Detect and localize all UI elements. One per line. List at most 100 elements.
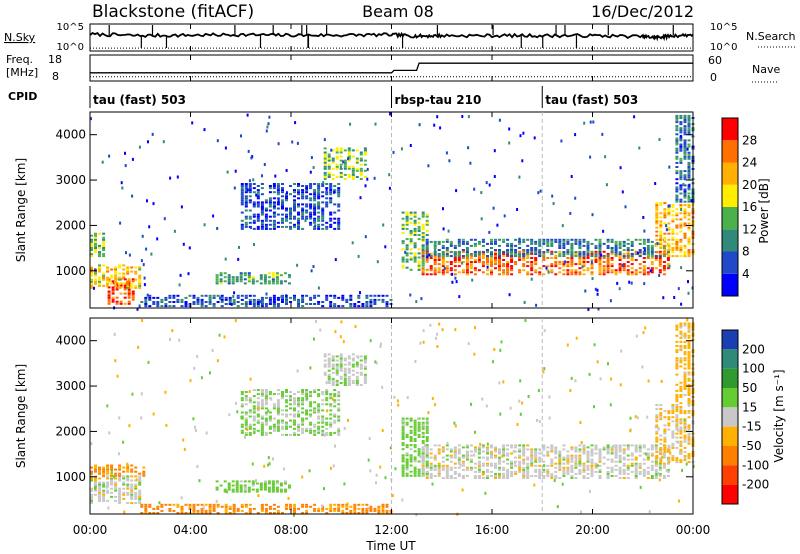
heatmap-cell (405, 213, 409, 216)
heatmap-cell (506, 273, 510, 276)
heatmap-cell (687, 172, 691, 175)
heatmap-cell (570, 257, 574, 259)
heatmap-cell (445, 249, 449, 251)
heatmap-cell (506, 477, 510, 479)
heatmap-cell (437, 452, 441, 455)
heatmap-cell (351, 149, 355, 152)
heatmap-cell (473, 269, 477, 272)
heatmap-cell (586, 253, 590, 256)
heatmap-cell (289, 419, 292, 422)
heatmap-cell (138, 493, 142, 496)
heatmap-cell (337, 225, 341, 228)
heatmap-cell (333, 203, 337, 206)
heatmap-cell (655, 222, 659, 225)
heatmap-cell (683, 387, 687, 390)
heatmap-cell (256, 393, 260, 396)
heatmap-cell (231, 276, 235, 279)
heatmap-cell (251, 480, 255, 483)
heatmap-cell (333, 405, 337, 408)
heatmap-cell (385, 509, 389, 512)
heatmap-cell (671, 416, 675, 419)
heatmap-cell (297, 205, 300, 208)
heatmap-cell (506, 472, 510, 475)
heatmap-cell (574, 196, 577, 200)
heatmap-cell (646, 251, 650, 254)
heatmap-cell (668, 204, 671, 208)
heatmap-cell (687, 242, 691, 245)
heatmap-cell (122, 274, 126, 277)
heatmap-cell (285, 503, 288, 506)
heatmap-cell (590, 255, 594, 258)
heatmap-cell (179, 273, 182, 277)
heatmap-cell (586, 242, 590, 245)
heatmap-cell (90, 244, 93, 247)
heatmap-cell (252, 219, 256, 222)
heatmap-cell (609, 299, 612, 303)
heatmap-cell (105, 485, 108, 489)
heatmap-cell (110, 487, 114, 490)
heatmap-cell (259, 282, 263, 285)
heatmap-cell (297, 221, 300, 224)
heatmap-cell (281, 512, 284, 514)
heatmap-cell (554, 475, 558, 477)
heatmap-cell (405, 464, 409, 467)
heatmap-cell (329, 217, 333, 220)
heatmap-cell (293, 509, 296, 512)
heatmap-cell (486, 442, 489, 446)
heatmap-cell (622, 472, 626, 475)
heatmap-cell (293, 298, 296, 301)
heatmap-cell (331, 355, 335, 358)
heatmap-cell (663, 436, 667, 439)
heatmap-cell (661, 455, 664, 459)
heatmap-cell (683, 324, 687, 327)
heatmap-cell (375, 473, 378, 477)
heatmap-cell (156, 303, 160, 305)
heatmap-cell (471, 278, 474, 282)
heatmap-cell (570, 458, 574, 461)
heatmap-cell (453, 456, 457, 459)
heatmap-cell (510, 244, 514, 247)
heatmap-cell (457, 265, 461, 268)
y-tick-label: 3000 (55, 379, 86, 393)
heatmap-cell (683, 381, 687, 384)
heatmap-cell (102, 472, 106, 475)
heatmap-cell (301, 407, 305, 410)
heatmap-cell (98, 485, 101, 488)
heatmap-cell (180, 298, 184, 301)
heatmap-cell (433, 247, 437, 249)
heatmap-cell (481, 444, 485, 447)
heatmap-cell (265, 129, 268, 133)
heatmap-cell (437, 249, 441, 251)
heatmap-cell (421, 450, 425, 453)
heatmap-cell (671, 455, 675, 457)
heatmap-cell (441, 259, 445, 261)
heatmap-cell (554, 452, 558, 455)
heatmap-cell (570, 468, 574, 471)
heatmap-cell (481, 450, 485, 453)
heatmap-cell (281, 201, 284, 204)
heatmap-cell (134, 470, 138, 473)
heatmap-cell (546, 454, 550, 457)
heatmap-cell (409, 248, 413, 251)
heatmap-cell (256, 401, 260, 404)
heatmap-cell (377, 509, 381, 512)
heatmap-cell (325, 421, 329, 424)
heatmap-cell (675, 238, 679, 241)
heatmap-cell (281, 301, 284, 303)
heatmap-cell (650, 475, 654, 477)
heatmap-cell (596, 292, 599, 296)
heatmap-cell (224, 505, 228, 508)
heatmap-cell (357, 294, 361, 297)
heatmap-cell (445, 472, 449, 475)
heatmap-cell (634, 448, 638, 451)
heatmap-cell (297, 397, 300, 400)
heatmap-cell (667, 247, 671, 249)
heatmap-cell (138, 472, 142, 475)
heatmap-cell (469, 450, 473, 453)
heatmap-cell (150, 252, 153, 256)
heatmap-cell (683, 336, 687, 339)
heatmap-cell (323, 153, 327, 156)
heatmap-cell (609, 403, 612, 407)
heatmap-cell (405, 460, 409, 463)
heatmap-cell (641, 365, 644, 369)
